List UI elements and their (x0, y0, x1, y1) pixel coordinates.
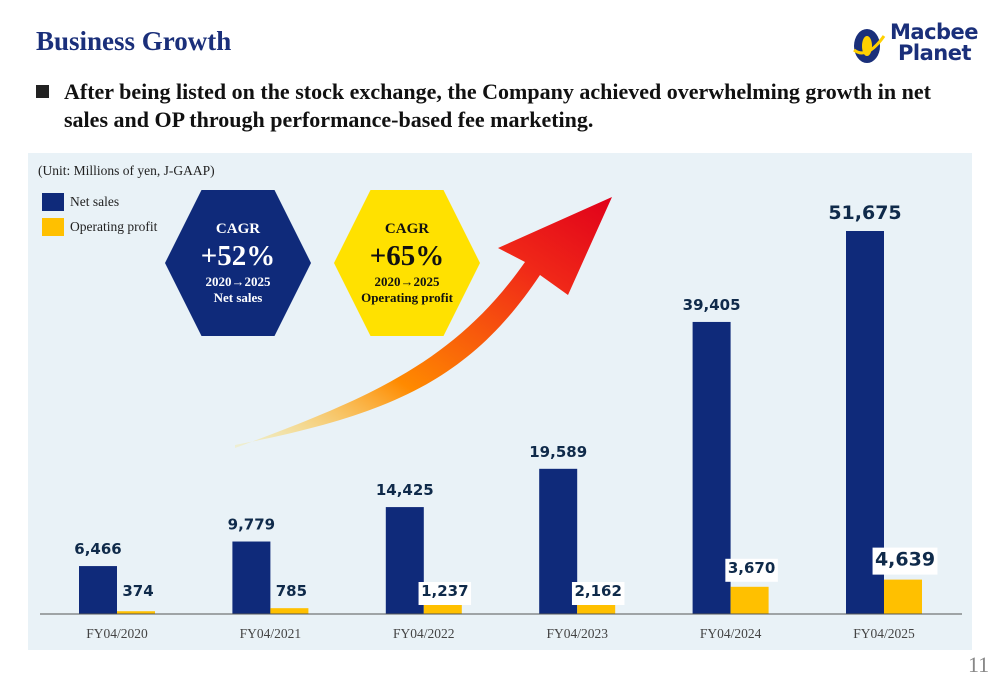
data-label-bg-3 (571, 582, 625, 605)
legend-label-operating-profit: Operating profit (70, 218, 158, 234)
x-tick-label-4: FY04/2024 (700, 626, 762, 641)
data-label-net-sales-1: 9,779 (228, 516, 275, 534)
logo-wordmark: Macbee Planet (890, 20, 979, 65)
summary-text: After being listed on the stock exchange… (64, 79, 931, 132)
data-label-bg-2 (418, 582, 472, 605)
x-tick-labels-group: FY04/2020 FY04/2021 FY04/2022 FY04/2023 FY04… (86, 626, 915, 641)
x-tick-label-0: FY04/2020 (86, 626, 148, 641)
cagr-label: CAGR (384, 221, 430, 237)
cagr-value: +52% (200, 240, 276, 272)
cagr-label: CAGR (215, 221, 261, 237)
page-number: 11 (968, 652, 990, 677)
logo-line-1: Macbee (890, 20, 979, 44)
legend-label-net-sales: Net sales (70, 193, 120, 209)
x-tick-label-5: FY04/2025 (853, 626, 915, 641)
bar-net-sales-0 (79, 566, 117, 614)
data-label-net-sales-4: 39,405 (683, 296, 741, 314)
legend-swatch-operating-profit (42, 217, 64, 236)
bar-net-sales-1 (232, 541, 271, 614)
page-title: Business Growth (36, 26, 232, 56)
data-label-operating-profit-5: 4,639 (875, 549, 935, 571)
data-label-bg-5 (872, 547, 938, 575)
x-tick-label-1: FY04/2021 (240, 626, 302, 641)
cagr-period: 2020→2025 (374, 274, 440, 289)
planet-logo-icon (853, 29, 886, 63)
data-label-operating-profit-0: 374 (122, 582, 153, 600)
bar-net-sales-4 (692, 321, 731, 614)
cagr-value: +65% (369, 240, 445, 272)
data-label-net-sales-3: 19,589 (529, 443, 587, 461)
bullet-square-icon (36, 85, 49, 98)
company-logo: Macbee Planet (850, 20, 985, 70)
logo-line-2: Planet (898, 41, 972, 65)
growth-arrow (235, 197, 612, 448)
cagr-badge-operating-profit: CAGR +65% 2020→2025 Operating profit (334, 190, 480, 336)
legend-item-net-sales: Net sales (42, 189, 157, 214)
bar-operating-profit-2 (423, 604, 462, 614)
bar-operating-profit-1 (270, 608, 309, 614)
unit-note: (Unit: Millions of yen, J-GAAP) (38, 163, 215, 178)
x-tick-label-3: FY04/2023 (546, 626, 608, 641)
data-label-net-sales-2: 14,425 (376, 481, 434, 499)
bar-operating-profit-5 (884, 579, 922, 614)
data-label-net-sales-5: 51,675 (828, 202, 901, 224)
legend-item-operating-profit: Operating profit (42, 214, 157, 239)
bar-operating-profit-4 (730, 586, 769, 614)
data-label-operating-profit-3: 2,162 (574, 582, 621, 600)
data-label-operating-profit-4: 3,670 (728, 559, 775, 577)
data-label-operating-profit-1: 785 (276, 582, 307, 600)
legend-swatch-net-sales (42, 192, 64, 211)
data-labels-group: 6,466 374 9,779 785 14,425 1,237 19,589 2,162 39… (74, 202, 938, 605)
summary-bullet: After being listed on the stock exchange… (36, 78, 956, 134)
bar-net-sales-3 (539, 468, 578, 614)
cagr-period: 2020→2025 (205, 274, 271, 289)
data-label-net-sales-0: 6,466 (74, 540, 121, 558)
bar-net-sales-2 (385, 507, 424, 614)
data-label-bg-4 (725, 558, 778, 582)
bar-operating-profit-0 (117, 611, 155, 614)
cagr-metric: Net sales (213, 290, 263, 305)
legend: Net sales Operating profit (42, 189, 157, 239)
chart-panel: (Unit: Millions of yen, J-GAAP) Net sale… (28, 153, 972, 650)
x-tick-label-2: FY04/2022 (393, 626, 455, 641)
data-label-operating-profit-2: 1,237 (421, 582, 468, 600)
cagr-metric: Operating profit (361, 290, 453, 305)
